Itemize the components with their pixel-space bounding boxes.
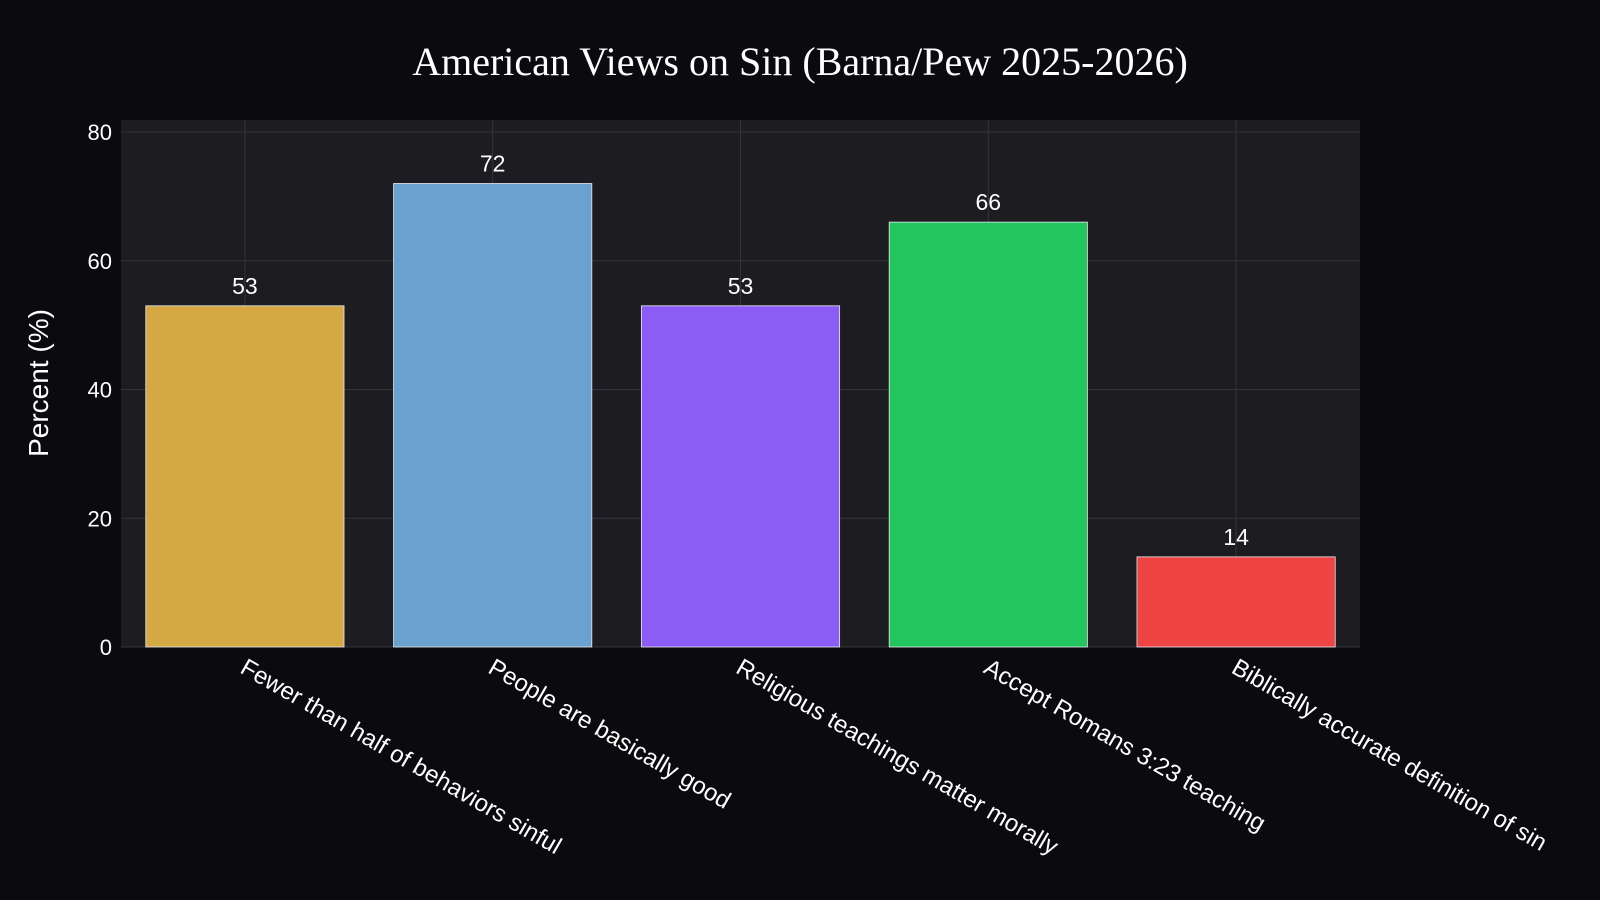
y-tick-label: 80 (88, 120, 112, 145)
bar-value-label: 53 (232, 273, 258, 299)
chart-title: American Views on Sin (Barna/Pew 2025-20… (412, 39, 1188, 84)
bar-value-label: 53 (728, 273, 754, 299)
bar-value-label: 66 (976, 189, 1002, 215)
y-axis-ticks: 0 20 40 60 80 (88, 120, 112, 660)
y-tick-label: 0 (100, 635, 112, 660)
y-axis-label: Percent (%) (23, 309, 54, 457)
x-category-label: Accept Romans 3:23 teaching (979, 654, 1270, 837)
x-axis-categories: Fewer than half of behaviors sinfulPeopl… (236, 654, 1551, 861)
bar-value-labels: 53 72 53 66 14 (232, 151, 1249, 550)
bar (640, 305, 841, 648)
x-category-label: People are basically good (484, 654, 736, 815)
bar-value-label: 14 (1223, 524, 1249, 550)
y-tick-label: 60 (88, 249, 112, 274)
y-tick-label: 40 (88, 378, 112, 403)
bar-value-label: 72 (480, 151, 506, 177)
bars (145, 183, 1336, 648)
y-tick-label: 20 (88, 506, 112, 531)
bar (1136, 556, 1336, 648)
bar (145, 305, 345, 648)
bar (393, 183, 593, 648)
x-category-label: Biblically accurate definition of sin (1227, 654, 1551, 857)
bar (888, 221, 1088, 648)
